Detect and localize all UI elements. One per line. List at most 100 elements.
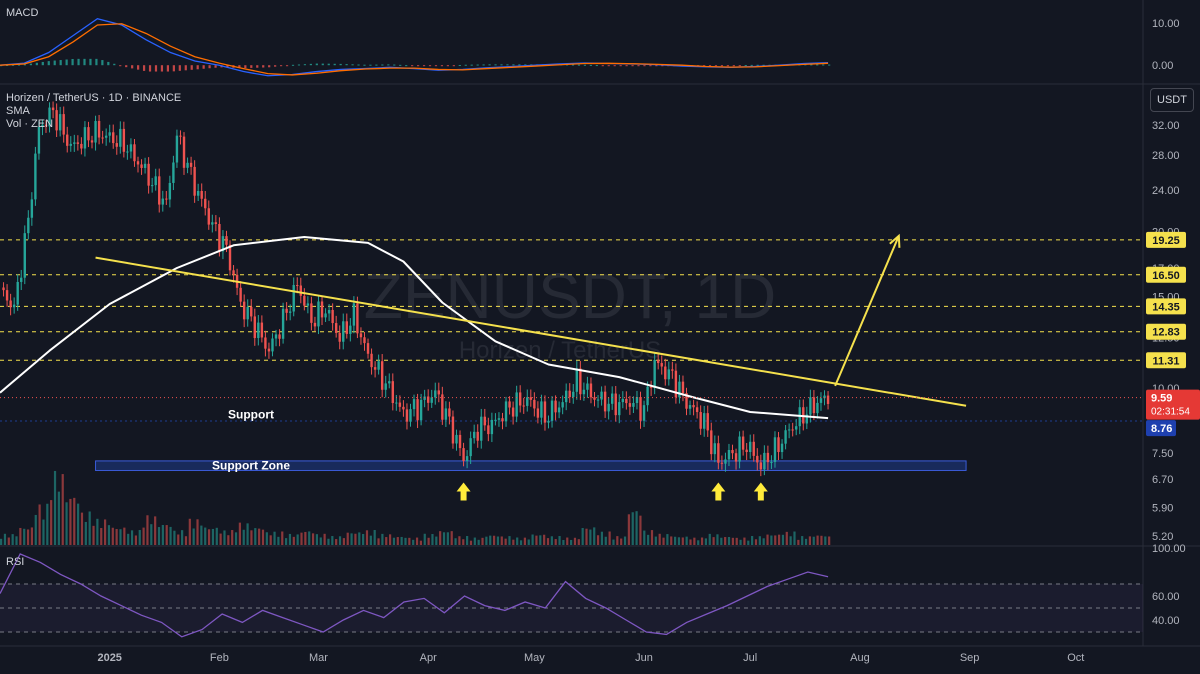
- candle-body: [34, 153, 37, 200]
- volume-bar: [473, 537, 476, 545]
- sma-legend-label: SMA: [6, 105, 30, 117]
- macd-histogram-bar: [285, 65, 289, 67]
- support-zone-band: [95, 460, 967, 471]
- candle-body: [522, 405, 525, 407]
- candle-body: [299, 285, 302, 296]
- resistance-level-value: 19.25: [1152, 235, 1180, 247]
- candle-body: [487, 425, 490, 435]
- volume-bar: [173, 530, 176, 545]
- candle-body: [596, 399, 600, 401]
- volume-bar: [820, 535, 823, 545]
- candle-body: [656, 359, 660, 364]
- candle-body: [412, 399, 416, 410]
- candle-body: [664, 366, 667, 380]
- volume-bar: [196, 519, 199, 545]
- candle-body: [795, 426, 798, 430]
- candle-body: [345, 321, 348, 334]
- macd-histogram-bar: [166, 65, 170, 72]
- volume-bar: [111, 527, 114, 545]
- macd-histogram-bar: [351, 64, 354, 66]
- candle-body: [727, 449, 731, 460]
- candle-body: [242, 301, 246, 320]
- support-label: Support: [228, 408, 274, 422]
- volume-bar: [46, 503, 49, 545]
- macd-histogram-bar: [440, 65, 444, 67]
- volume-bar: [797, 539, 800, 545]
- volume-bar: [30, 527, 34, 545]
- time-axis-label: Feb: [210, 652, 229, 664]
- volume-bar: [608, 531, 611, 545]
- candle-body: [55, 110, 58, 131]
- time-axis-label: Aug: [850, 652, 870, 664]
- rsi-axis-label: 60.00: [1152, 591, 1180, 603]
- volume-bar: [146, 515, 149, 545]
- macd-histogram-bar: [756, 64, 759, 66]
- volume-bar: [369, 535, 372, 545]
- candle-body: [306, 303, 310, 306]
- candle-body: [80, 143, 83, 149]
- macd-histogram-bar: [828, 64, 831, 66]
- macd-histogram-bar: [214, 65, 217, 68]
- volume-bar: [277, 536, 280, 545]
- candle-body: [483, 416, 487, 426]
- candle-body: [749, 441, 752, 453]
- candle-body: [419, 399, 423, 421]
- macd-histogram-bar: [393, 64, 396, 66]
- candle-body: [41, 124, 44, 128]
- candle-body: [232, 270, 235, 275]
- volume-bar: [558, 536, 561, 545]
- candle-body: [257, 322, 260, 339]
- volume-bar: [570, 539, 573, 545]
- candle-body: [12, 304, 16, 308]
- volume-bar: [415, 537, 419, 545]
- macd-histogram-bar: [369, 64, 372, 66]
- macd-histogram-bar: [738, 65, 741, 67]
- volume-bar: [585, 528, 588, 545]
- macd-histogram-bar: [399, 64, 402, 66]
- candle-body: [204, 198, 207, 209]
- volume-bar: [169, 526, 172, 545]
- time-axis-label: Oct: [1067, 652, 1084, 664]
- volume-bar: [412, 539, 415, 545]
- volume-bar: [816, 535, 819, 545]
- macd-histogram-bar: [250, 65, 253, 68]
- volume-bar: [261, 529, 265, 545]
- macd-histogram-bar: [65, 59, 68, 66]
- time-axis-label: Jul: [743, 652, 757, 664]
- macd-histogram-bar: [71, 58, 74, 66]
- candle-body: [416, 399, 419, 421]
- volume-bar: [824, 536, 827, 545]
- volume-bar: [808, 536, 811, 545]
- candle-body: [101, 137, 104, 139]
- candle-body: [610, 393, 614, 404]
- volume-bar: [662, 537, 665, 545]
- macd-histogram-bar: [142, 65, 146, 71]
- candle-body: [621, 398, 625, 403]
- candle-body: [94, 120, 97, 143]
- macd-histogram-bar: [381, 64, 384, 66]
- macd-histogram-bar: [601, 65, 604, 67]
- candle-body: [129, 144, 133, 152]
- volume-bar: [88, 511, 91, 545]
- candle-body: [430, 397, 433, 403]
- resistance-level-tag: [1146, 352, 1186, 369]
- candle-body: [250, 306, 253, 317]
- volume-bar: [200, 525, 203, 545]
- volume-bar: [57, 491, 60, 545]
- candle-body: [324, 313, 327, 318]
- volume-bar: [446, 532, 449, 545]
- candle-body: [423, 396, 426, 400]
- macd-histogram-bar: [315, 63, 318, 66]
- candle-body: [267, 348, 271, 352]
- volume-bar: [331, 536, 334, 545]
- volume-bar: [793, 531, 796, 545]
- volume-bar: [115, 529, 118, 545]
- candle-body: [218, 223, 221, 252]
- volume-bar: [577, 539, 580, 545]
- candle-body: [363, 337, 366, 344]
- candle-body: [455, 434, 458, 444]
- currency-selector-button[interactable]: USDT: [1150, 88, 1194, 112]
- candle-body: [83, 127, 87, 149]
- candle-body: [547, 420, 550, 423]
